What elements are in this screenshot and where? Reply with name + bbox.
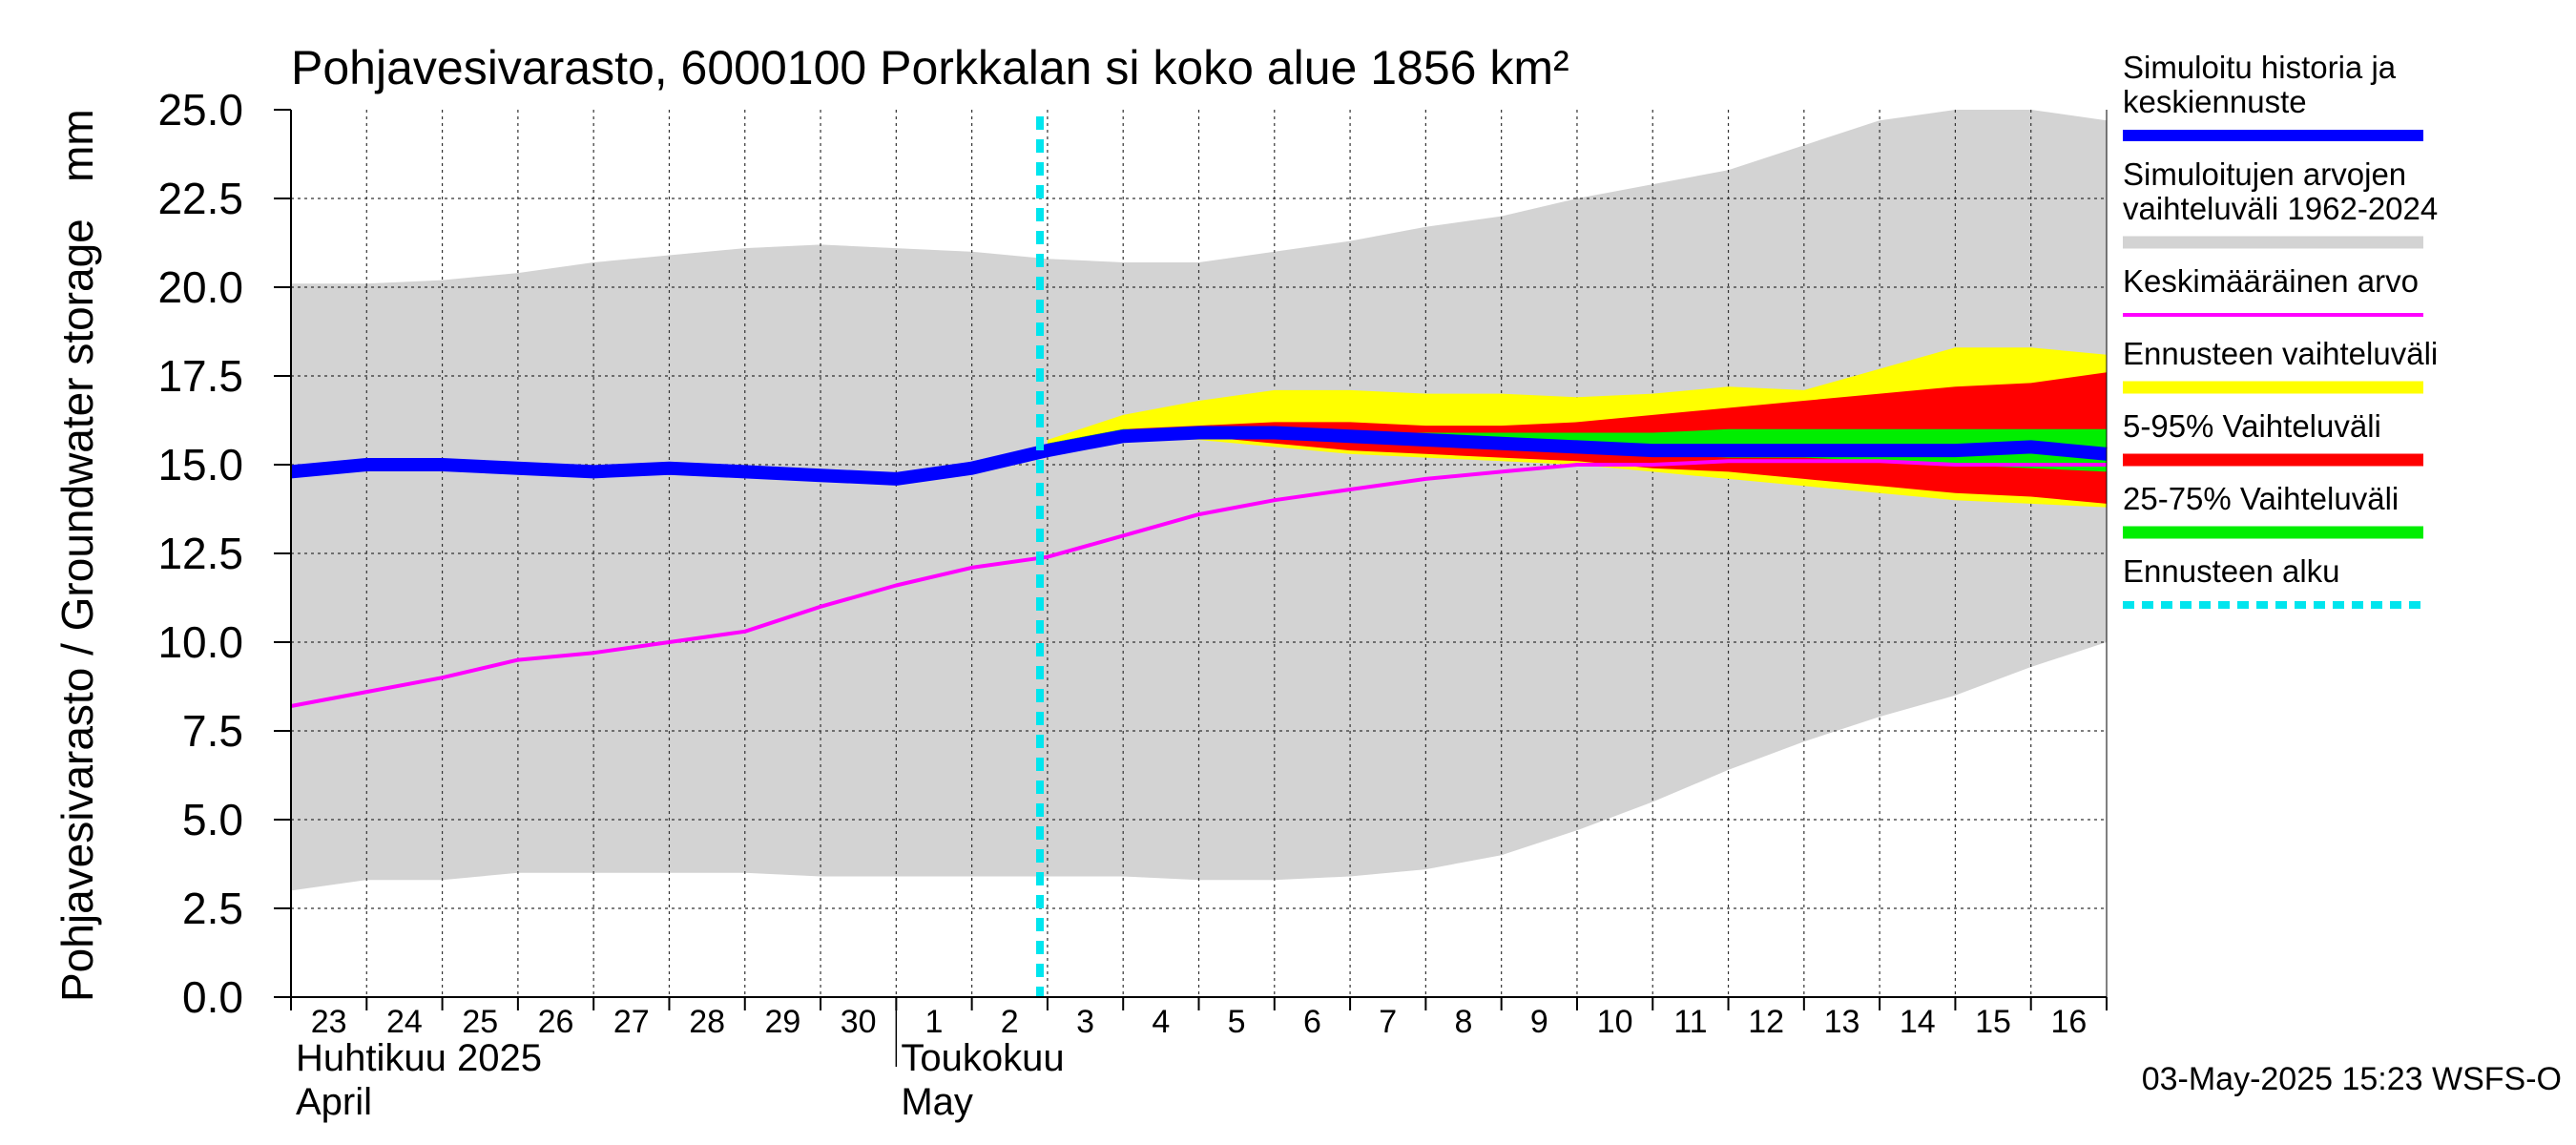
y-tick-label: 12.5 — [157, 529, 243, 578]
x-tick-label: 14 — [1900, 1004, 1936, 1040]
x-tick-label: 8 — [1455, 1004, 1473, 1040]
y-tick-label: 17.5 — [157, 351, 243, 401]
x-tick-label: 29 — [764, 1004, 800, 1040]
x-tick-label: 4 — [1152, 1004, 1170, 1040]
x-tick-label: 12 — [1748, 1004, 1784, 1040]
legend-label: Ennusteen vaihteluväli — [2123, 336, 2438, 371]
x-tick-label: 27 — [613, 1004, 650, 1040]
x-tick-label: 16 — [2050, 1004, 2087, 1040]
x-tick-label: 26 — [538, 1004, 574, 1040]
x-tick-label: 23 — [311, 1004, 347, 1040]
y-tick-label: 22.5 — [157, 174, 243, 223]
legend-label: Simuloitujen arvojen — [2123, 156, 2406, 192]
y-tick-label: 5.0 — [182, 795, 243, 844]
x-tick-label: 11 — [1673, 1004, 1707, 1040]
x-tick-label: 10 — [1597, 1004, 1633, 1040]
y-tick-label: 2.5 — [182, 884, 243, 933]
x-tick-label: 2 — [1001, 1004, 1019, 1040]
x-tick-label: 1 — [925, 1004, 944, 1040]
month-label-english: May — [901, 1081, 973, 1123]
month-label-finnish: Toukokuu — [901, 1037, 1064, 1079]
month-label-finnish: Huhtikuu 2025 — [296, 1037, 542, 1079]
y-tick-label: 15.0 — [157, 440, 243, 489]
x-tick-label: 30 — [841, 1004, 877, 1040]
x-tick-label: 5 — [1228, 1004, 1246, 1040]
y-axis-label: Pohjavesivarasto / Groundwater storage m… — [52, 109, 102, 1002]
legend-label: keskiennuste — [2123, 84, 2307, 119]
y-tick-label: 20.0 — [157, 262, 243, 312]
x-tick-label: 7 — [1379, 1004, 1397, 1040]
legend-label: 25-75% Vaihteluväli — [2123, 481, 2399, 516]
x-tick-label: 28 — [689, 1004, 725, 1040]
x-tick-label: 15 — [1975, 1004, 2011, 1040]
median-line — [290, 426, 2108, 486]
legend-label: Ennusteen alku — [2123, 553, 2340, 589]
x-tick-label: 25 — [462, 1004, 498, 1040]
legend-label: Simuloitu historia ja — [2123, 50, 2397, 85]
x-tick-label: 13 — [1824, 1004, 1860, 1040]
x-tick-label: 9 — [1530, 1004, 1548, 1040]
p25-75-band — [1047, 428, 2107, 472]
chart-title: Pohjavesivarasto, 6000100 Porkkalan si k… — [291, 41, 1569, 94]
month-label-english: April — [296, 1081, 372, 1123]
legend-label: vaihteluväli 1962-2024 — [2123, 191, 2438, 226]
y-tick-label: 10.0 — [157, 617, 243, 667]
plot-area: 0.0 2.5 5.0 7.5 10.0 12.5 15.0 17.5 20.0 22.5 25.0… — [157, 85, 2108, 1123]
x-tick-label: 3 — [1076, 1004, 1094, 1040]
footer-timestamp: 03-May-2025 15:23 WSFS-O — [2142, 1061, 2562, 1097]
legend-label: Keskimääräinen arvo — [2123, 263, 2419, 299]
x-tick-label: 24 — [386, 1004, 423, 1040]
x-tick-label: 6 — [1303, 1004, 1321, 1040]
legend-label: 5-95% Vaihteluväli — [2123, 408, 2381, 444]
mean-line — [290, 459, 2107, 708]
y-tick-label: 25.0 — [157, 85, 243, 135]
y-tick-label: 7.5 — [182, 706, 243, 756]
y-tick-label: 0.0 — [182, 972, 243, 1022]
